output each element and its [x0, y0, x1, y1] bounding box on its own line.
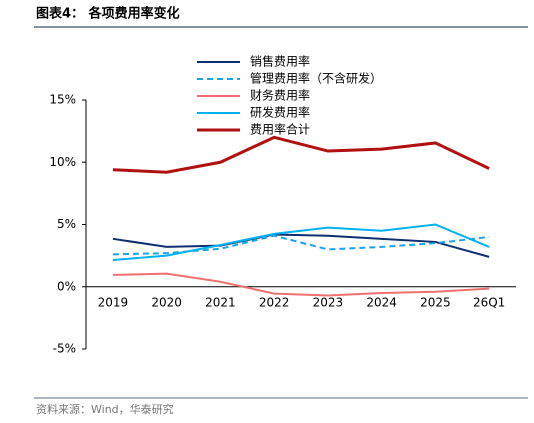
x-tick-label: 2025 — [420, 295, 451, 309]
series-line — [112, 223, 490, 261]
x-tick-label: 2022 — [259, 295, 290, 309]
legend-label: 管理费用率（不含研发） — [250, 71, 382, 86]
y-tick-label: 10% — [49, 155, 76, 169]
x-tick-label: 2023 — [313, 295, 344, 309]
source: 资料来源：Wind，华泰研究 — [36, 402, 174, 416]
y-tick-label: -5% — [53, 342, 76, 356]
x-tick-label: 2020 — [151, 295, 182, 309]
legend-label: 研发费用率 — [250, 105, 310, 120]
y-tick-label: 0% — [57, 279, 76, 293]
y-tick-label: 15% — [49, 93, 76, 107]
series-line — [112, 272, 490, 297]
series-line — [112, 233, 490, 258]
legend-label: 财务费用率 — [250, 88, 310, 103]
series-line — [112, 234, 490, 256]
legend-label: 费用率合计 — [250, 122, 310, 137]
x-tick-label: 2021 — [205, 295, 236, 309]
y-tick-label: 5% — [57, 217, 76, 231]
header: 图表4： 各项费用率变化 — [36, 6, 180, 22]
x-tick-label: 2019 — [98, 295, 129, 309]
x-tick-label: 26Q1 — [473, 295, 505, 309]
x-tick-label: 2024 — [366, 295, 397, 309]
legend-label: 销售费用率 — [250, 54, 310, 69]
series-line — [112, 135, 490, 174]
